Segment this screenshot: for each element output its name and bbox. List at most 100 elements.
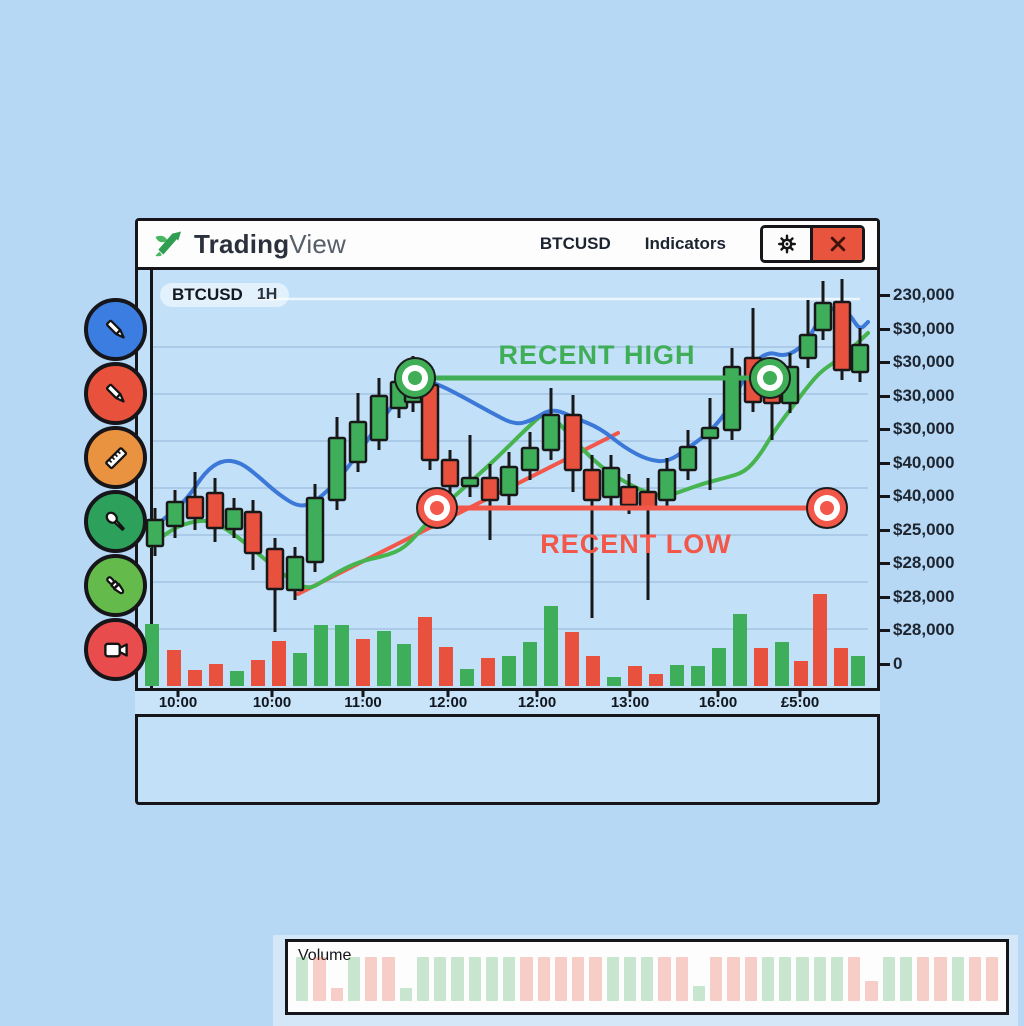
ruler-icon — [104, 446, 127, 469]
volume-bar — [775, 642, 789, 686]
mini-volume-bar — [779, 957, 792, 1001]
candle-up — [165, 490, 185, 538]
close-button[interactable] — [813, 228, 862, 260]
time-axis: 10:00 10:00 11:00 12:00 12:00 13:00 16:00 £5:00 — [135, 688, 880, 717]
price-axis-label: $40,000 — [893, 486, 955, 505]
tool-ruler-button[interactable] — [84, 426, 147, 489]
volume-bar — [794, 661, 808, 686]
candle-up — [285, 547, 305, 600]
mini-volume-bar — [606, 957, 619, 1001]
tradingview-logo[interactable]: TradingView — [152, 227, 346, 261]
header-symbol[interactable]: BTCUSD — [539, 234, 611, 253]
drawing-toolbar — [84, 298, 147, 681]
volume-bar — [481, 658, 495, 686]
volume-bar — [460, 669, 474, 686]
candle-up — [700, 398, 720, 490]
tool-brush-button[interactable] — [84, 490, 147, 553]
candle-up — [499, 452, 519, 505]
volume-bar — [251, 660, 265, 686]
x-icon — [830, 236, 845, 252]
candle-down — [440, 450, 460, 496]
candle-down — [638, 478, 658, 600]
candle-down — [265, 538, 285, 632]
mini-volume-bar — [692, 985, 705, 1001]
candle-up — [520, 432, 540, 480]
mini-volume-bar — [830, 957, 843, 1001]
mini-volume-bar — [813, 957, 826, 1001]
tool-camera-button[interactable] — [84, 618, 147, 681]
time-axis-label: £5:00 — [780, 694, 820, 711]
mini-volume-bar — [468, 957, 481, 1001]
gear-icon — [777, 234, 796, 254]
mini-volume-bar — [330, 987, 343, 1001]
mini-volume-bar — [727, 957, 740, 1001]
candle-up — [145, 508, 165, 556]
mini-volume-bar — [347, 957, 360, 1001]
price-axis-tick — [877, 361, 890, 364]
recent-low-marker[interactable] — [416, 487, 458, 529]
price-axis-tick — [877, 596, 890, 599]
volume-bar — [335, 625, 349, 686]
mini-volume-bar — [710, 957, 723, 1001]
candle-up — [369, 378, 389, 450]
mini-volume-bar — [761, 957, 774, 1001]
tool-paintbrush-button[interactable] — [84, 554, 147, 617]
camera-icon — [103, 642, 128, 657]
recent-high-marker[interactable] — [394, 357, 436, 399]
mini-volume-bar — [744, 957, 757, 1001]
time-axis-tick — [628, 691, 632, 697]
price-axis-label: $30,000 — [893, 419, 955, 438]
mini-volume-bar — [416, 957, 429, 1001]
volume-bar — [754, 648, 768, 686]
recent-low-marker[interactable] — [806, 487, 848, 529]
volume-bar — [145, 624, 159, 686]
time-axis-label: 12:00 — [428, 694, 468, 711]
mini-volume-bar — [382, 957, 395, 1001]
candlestick-chart[interactable]: RECENT HIGH RECENT LOW — [135, 270, 880, 688]
volume-bar — [502, 656, 516, 686]
price-axis-label: $25,000 — [893, 520, 955, 539]
volume-bar — [813, 594, 827, 686]
candle-down — [563, 395, 583, 492]
mini-volume-bar — [365, 957, 378, 1001]
recent-high-marker[interactable] — [749, 357, 791, 399]
price-axis-tick — [877, 428, 890, 431]
price-axis-label: $28,000 — [893, 553, 955, 572]
tool-pencil-blue-button[interactable] — [84, 298, 147, 361]
volume-bar — [167, 650, 181, 686]
candle-down — [832, 279, 852, 380]
symbol-timeframe-chip[interactable]: BTCUSD 1H — [160, 283, 290, 307]
indicators-menu[interactable]: Indicators — [644, 234, 726, 253]
ma-line-blue[interactable] — [148, 305, 870, 532]
mini-volume-bar — [951, 957, 964, 1001]
price-axis-label: $28,000 — [893, 587, 955, 606]
volume-bar — [834, 648, 848, 686]
volume-bar — [439, 647, 453, 686]
settings-button[interactable] — [763, 228, 813, 260]
brand-name-bold: Trading — [194, 228, 290, 259]
time-axis-tick — [270, 691, 274, 697]
tradingview-logo-icon — [155, 231, 182, 257]
volume-bar — [670, 665, 684, 686]
candle-up — [813, 281, 833, 340]
window-controls — [760, 225, 865, 263]
time-axis-tick — [798, 691, 802, 697]
mini-volume-bar — [658, 957, 671, 1001]
brand-name-light: View — [289, 228, 346, 259]
time-axis-label: 10:00 — [252, 694, 292, 711]
volume-bar — [293, 653, 307, 686]
volume-panel: Volume — [285, 939, 1009, 1015]
mini-volume-bar — [313, 957, 326, 1001]
mini-volume-bar — [623, 957, 636, 1001]
mini-volume-bar — [434, 957, 447, 1001]
time-axis-label: 16:00 — [698, 694, 738, 711]
mini-volume-bar — [537, 957, 550, 1001]
volume-bar — [712, 648, 726, 686]
pencil-icon — [105, 319, 125, 339]
mini-volume-bar — [572, 957, 585, 1001]
mini-volume-bar — [934, 957, 947, 1001]
tool-pencil-red-button[interactable] — [84, 362, 147, 425]
mini-volume-bar — [503, 957, 516, 1001]
mini-volume-bar — [554, 957, 567, 1001]
price-axis-tick — [877, 395, 890, 398]
